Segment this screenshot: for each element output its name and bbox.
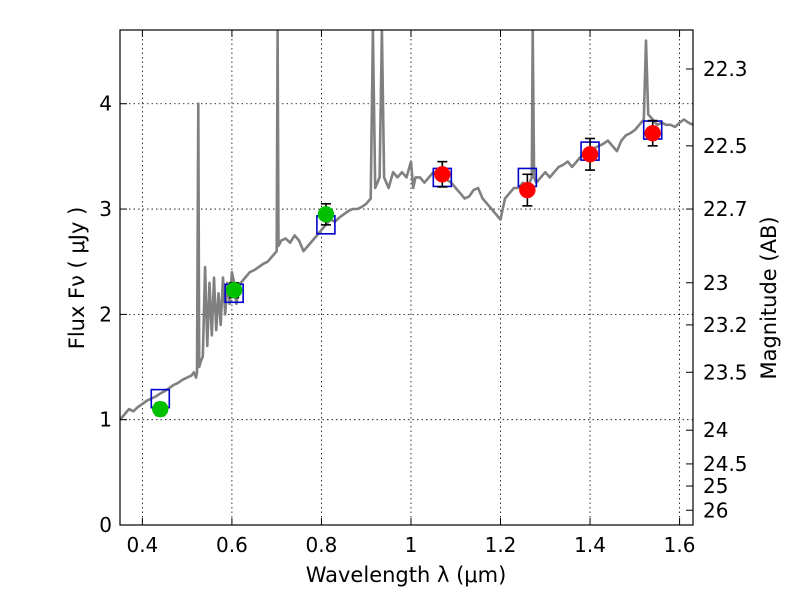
observed-photometry-point xyxy=(434,166,451,183)
x-axis-title: Wavelength λ (μm) xyxy=(306,563,507,587)
y-tick-label: 4 xyxy=(99,92,112,116)
x-tick-label: 1 xyxy=(405,533,418,557)
observed-photometry-point xyxy=(519,181,536,199)
grid xyxy=(120,30,693,526)
observed-photometry-point xyxy=(317,206,335,223)
right-tick-label: 26 xyxy=(703,498,728,522)
y-tick-label: 2 xyxy=(99,302,112,326)
observed-photometry-point xyxy=(644,124,661,142)
y-tick-label: 3 xyxy=(99,197,112,221)
right-tick-label: 23 xyxy=(703,271,728,295)
y-tick-label: 0 xyxy=(99,513,112,537)
ticks xyxy=(120,30,693,526)
tick-labels: 0.4 0.6 0.8 1 1.2 1.4 1.60123422.322.522.72323… xyxy=(99,57,747,557)
right-tick-label: 23.5 xyxy=(703,360,748,384)
x-tick-label: 0.8 xyxy=(306,533,338,557)
y-tick-label: 1 xyxy=(99,408,112,432)
x-tick-label: 1.6 xyxy=(664,533,696,557)
right-tick-label: 23.2 xyxy=(703,313,748,337)
right-tick-label: 22.5 xyxy=(703,134,748,158)
right-tick-label: 22.3 xyxy=(703,57,748,81)
right-axis-title: Magnitude (AB) xyxy=(757,216,781,379)
plot-background xyxy=(120,30,693,525)
x-tick-label: 0.4 xyxy=(126,533,158,557)
right-tick-label: 22.7 xyxy=(703,197,748,221)
plot-frame xyxy=(119,29,694,526)
right-tick-label: 24.5 xyxy=(703,452,748,476)
x-tick-label: 0.6 xyxy=(216,533,248,557)
x-tick-label: 1.4 xyxy=(574,533,606,557)
y-axis-title: Flux Fν ( μJy ) xyxy=(65,207,89,350)
right-tick-label: 24 xyxy=(703,418,728,442)
data-layer xyxy=(120,30,693,421)
right-tick-label: 25 xyxy=(703,474,728,498)
observed-photometry-point xyxy=(225,281,243,299)
x-tick-label: 1.2 xyxy=(485,533,517,557)
observed-photometry-point xyxy=(581,146,599,163)
observed-photometry-point xyxy=(152,400,169,418)
